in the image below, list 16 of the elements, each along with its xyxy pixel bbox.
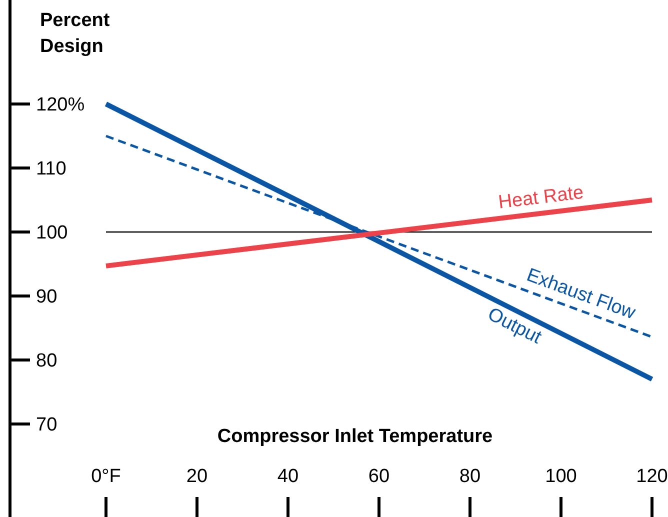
y-tick-label: 110 bbox=[36, 158, 66, 180]
y-tick-label: 120% bbox=[36, 94, 85, 116]
y-tick-label: 70 bbox=[36, 414, 58, 436]
x-tick-label: 120 bbox=[636, 466, 668, 487]
text: Heat Rate bbox=[497, 182, 585, 214]
x-tick-label: 80 bbox=[459, 466, 481, 487]
x-tick-label: 40 bbox=[277, 466, 299, 487]
y-axis-title: Percent Design bbox=[40, 10, 110, 57]
x-tick-label: 60 bbox=[368, 466, 390, 487]
x-tick-label: 100 bbox=[545, 466, 577, 487]
y-tick-label: 90 bbox=[36, 286, 58, 308]
x-tick-label: 20 bbox=[186, 466, 208, 487]
y-tick-label: 100 bbox=[36, 222, 68, 244]
x-axis-title: Compressor Inlet Temperature bbox=[217, 426, 493, 447]
x-tick-label: 0°F bbox=[91, 466, 121, 487]
y-tick-label: 80 bbox=[36, 350, 58, 372]
